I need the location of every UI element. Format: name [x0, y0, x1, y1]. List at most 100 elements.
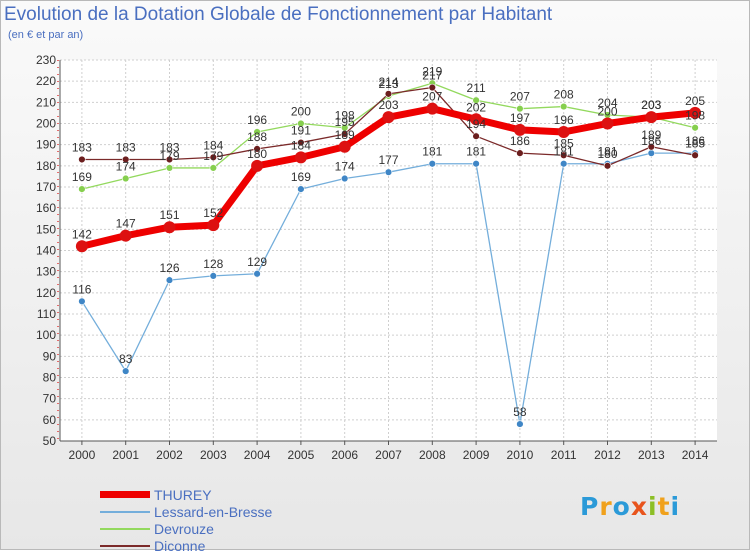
y-tick-label: 190	[36, 138, 56, 152]
logo-letter: P	[580, 492, 600, 521]
legend-label: THUREY	[154, 486, 212, 503]
y-tick-label: 210	[36, 95, 56, 109]
legend-label: Diconne	[154, 537, 206, 554]
x-tick-label: 2005	[288, 448, 315, 462]
data-label: 183	[72, 140, 92, 154]
data-label: 196	[247, 113, 267, 127]
legend-label: Devrouze	[154, 520, 214, 537]
data-label: 189	[641, 128, 661, 142]
y-tick-label: 70	[43, 392, 57, 406]
data-label: 177	[378, 153, 398, 167]
data-point	[209, 153, 218, 162]
data-label: 217	[422, 69, 442, 83]
data-label: 169	[72, 170, 92, 184]
y-tick-label: 220	[36, 74, 56, 88]
logo-letter: i	[670, 492, 681, 521]
logo-letter: x	[630, 492, 648, 521]
data-point	[119, 229, 132, 242]
data-point	[253, 128, 261, 136]
y-tick-label: 90	[43, 349, 57, 363]
data-point	[121, 367, 130, 375]
data-point	[691, 124, 699, 132]
data-point	[470, 113, 483, 126]
y-tick-label: 120	[36, 286, 56, 300]
data-point	[207, 219, 220, 232]
data-label: 184	[203, 138, 223, 152]
data-label: 197	[510, 111, 530, 125]
data-point	[165, 155, 174, 164]
data-point	[209, 164, 218, 172]
data-label: 183	[116, 140, 136, 154]
data-label: 58	[513, 405, 527, 419]
x-tick-label: 2006	[331, 448, 358, 462]
data-label: 181	[422, 145, 442, 159]
data-label: 213	[378, 77, 398, 91]
data-label: 191	[291, 124, 311, 138]
data-point	[294, 151, 307, 164]
data-point	[516, 420, 524, 428]
data-label: 214	[378, 75, 398, 89]
data-point	[384, 90, 393, 98]
data-label: 188	[247, 130, 267, 144]
y-tick-label: 230	[36, 53, 56, 67]
data-point	[559, 151, 568, 159]
x-tick-label: 2004	[244, 448, 271, 462]
data-label: 203	[641, 98, 661, 112]
proxiti-logo: Proxiti	[580, 492, 680, 521]
x-tick-label: 2007	[375, 448, 402, 462]
data-label: 151	[159, 208, 179, 222]
legend-item: Lessard-en-Bresse	[100, 503, 272, 520]
logo-letter: o	[612, 492, 631, 521]
data-point	[297, 185, 305, 193]
data-label: 126	[159, 261, 179, 275]
data-point	[78, 297, 86, 305]
data-label: 198	[335, 109, 355, 123]
y-tick-label: 110	[37, 307, 56, 321]
logo-letter: i	[648, 492, 658, 521]
data-point	[297, 138, 305, 147]
chart-legend: THUREY Lessard-en-Bresse Devrouze Diconne	[100, 486, 272, 554]
data-point	[384, 168, 393, 176]
data-point	[341, 174, 349, 183]
data-label: 184	[291, 138, 311, 152]
data-point	[601, 117, 614, 130]
data-point	[472, 96, 480, 104]
x-tick-label: 2003	[200, 448, 227, 462]
x-tick-label: 2009	[463, 448, 490, 462]
data-point	[382, 111, 395, 124]
data-label: 194	[466, 117, 486, 131]
data-label: 207	[510, 90, 530, 104]
data-label: 186	[641, 134, 661, 148]
data-point	[121, 155, 130, 164]
data-point	[426, 102, 439, 115]
logo-letter: r	[599, 492, 613, 521]
data-label: 185	[554, 136, 574, 150]
data-label: 186	[685, 134, 705, 148]
data-label: 169	[291, 170, 311, 184]
data-label: 205	[685, 94, 705, 108]
data-point	[121, 174, 130, 183]
data-label: 152	[203, 206, 223, 220]
data-label: 180	[597, 147, 617, 161]
data-label: 219	[422, 64, 442, 78]
legend-swatch	[100, 491, 150, 498]
y-tick-label: 60	[43, 413, 57, 427]
data-point	[251, 159, 264, 172]
y-tick-label: 180	[36, 159, 56, 173]
data-label: 181	[466, 145, 486, 159]
data-label: 202	[466, 100, 486, 114]
data-label: 116	[72, 282, 91, 296]
data-point	[472, 160, 480, 168]
data-label: 203	[378, 98, 398, 112]
data-point	[209, 272, 218, 280]
data-point	[428, 83, 436, 92]
x-tick-label: 2008	[419, 448, 446, 462]
logo-letter: t	[657, 492, 671, 521]
y-tick-label: 150	[36, 222, 56, 236]
data-label: 185	[685, 136, 705, 150]
data-label: 181	[597, 145, 617, 159]
data-point	[516, 149, 524, 157]
x-tick-label: 2011	[551, 448, 577, 462]
data-label: 174	[335, 160, 355, 174]
legend-swatch	[100, 544, 150, 547]
